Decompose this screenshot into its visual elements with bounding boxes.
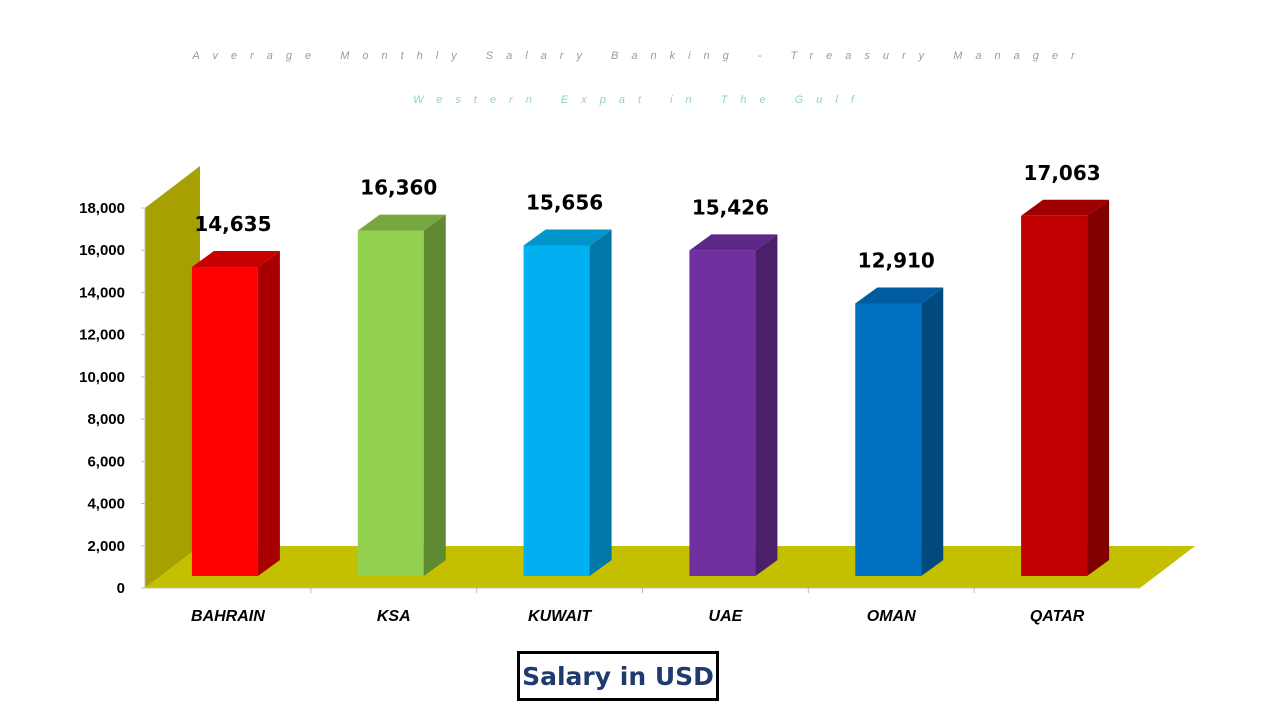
x-tick-label: QATAR <box>1030 608 1085 625</box>
bar-top <box>523 229 612 246</box>
data-label: 15,656 <box>526 190 603 214</box>
x-tick-label: OMAN <box>867 608 916 625</box>
bar-side <box>423 214 446 576</box>
bar-side <box>755 234 778 576</box>
chart-bars <box>191 199 1110 577</box>
chart-labels: 14,635 BAHRAIN 16,360 KSA 15,656 KUWAIT 15,426… <box>191 161 1101 625</box>
bar-side <box>1087 199 1110 576</box>
unit-label: Salary in USD <box>522 661 714 691</box>
y-tick-label: 6,000 <box>87 453 125 470</box>
y-tick-label: 4,000 <box>87 496 125 513</box>
bar-side <box>589 229 612 577</box>
bar-side <box>257 251 280 577</box>
data-label: 12,910 <box>858 248 935 272</box>
chart-axes: 0 2,000 4,000 6,000 8,000 10,000 12,000 14,000 1… <box>79 200 1140 597</box>
chart-subtitle: Western Expat in The Gulf <box>413 94 867 106</box>
chart-wall <box>145 166 200 588</box>
x-tick-label: KUWAIT <box>528 608 592 625</box>
x-tick-label: BAHRAIN <box>191 608 265 625</box>
bar-uae <box>689 234 778 576</box>
unit-label-box: Salary in USD <box>517 651 719 701</box>
x-tick-label: KSA <box>377 608 411 625</box>
x-tick-label: UAE <box>709 608 744 625</box>
y-tick-label: 16,000 <box>79 242 125 259</box>
data-label: 17,063 <box>1023 161 1100 185</box>
bar-front <box>1021 215 1088 576</box>
bar-front <box>689 250 756 576</box>
y-tick-label: 0 <box>117 580 125 597</box>
bar-front <box>855 303 922 576</box>
bar-top <box>855 287 944 304</box>
bar-kuwait <box>523 229 612 577</box>
y-tick-label: 8,000 <box>87 411 125 428</box>
bar-front <box>357 230 424 576</box>
bar-qatar <box>1021 199 1110 576</box>
bar-ksa <box>357 214 446 576</box>
bar-top <box>191 251 280 268</box>
bar-bahrain <box>191 251 280 577</box>
bar-oman <box>855 287 944 576</box>
data-label: 15,426 <box>692 195 769 219</box>
y-tick-label: 10,000 <box>79 369 125 386</box>
data-label: 16,360 <box>360 176 437 200</box>
bar-front <box>523 245 590 577</box>
y-tick-label: 12,000 <box>79 327 125 344</box>
data-label: 14,635 <box>194 212 271 236</box>
bar-top <box>689 234 778 251</box>
bar-front <box>191 267 258 576</box>
y-tick-label: 14,000 <box>79 284 125 301</box>
y-tick-label: 18,000 <box>79 200 125 217</box>
bar-side <box>921 287 944 576</box>
chart-title: Average Monthly Salary Banking - Treasur… <box>192 50 1088 62</box>
y-tick-label: 2,000 <box>87 538 125 555</box>
bar-top <box>357 214 446 231</box>
bar-top <box>1021 199 1110 216</box>
